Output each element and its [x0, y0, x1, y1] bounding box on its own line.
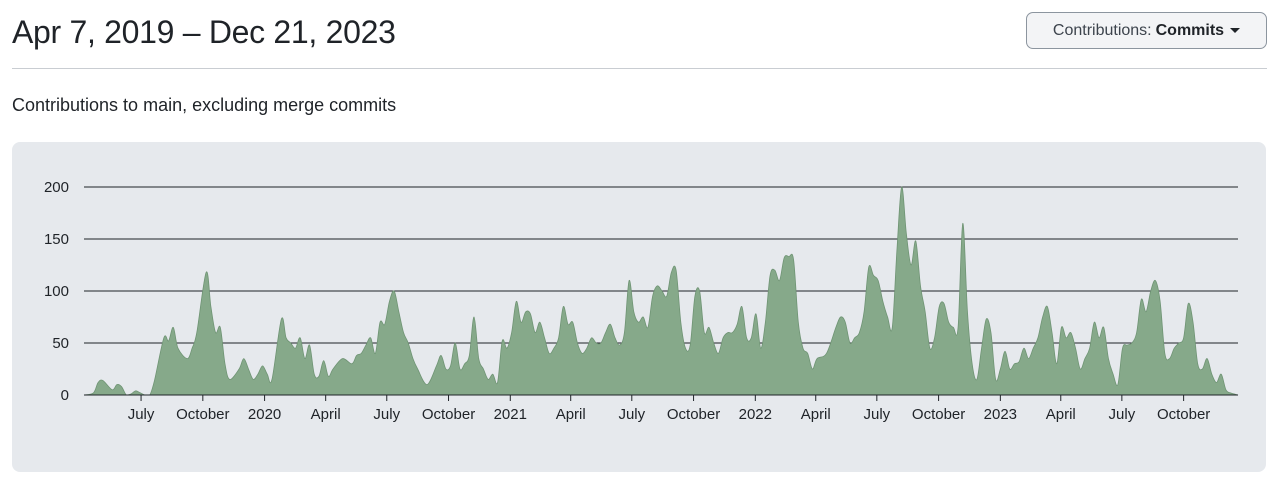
y-tick-label: 0 [61, 387, 69, 404]
x-tick-label: October [422, 406, 475, 423]
x-tick-label: October [176, 406, 229, 423]
contributions-type-dropdown[interactable]: Contributions: Commits [1026, 12, 1267, 49]
x-tick-label: April [1046, 406, 1076, 423]
y-tick-label: 50 [52, 335, 69, 352]
x-tick-label: October [912, 406, 965, 423]
x-tick-label: April [311, 406, 341, 423]
x-tick-label: July [373, 406, 400, 423]
x-tick-label: April [556, 406, 586, 423]
x-tick-label: October [667, 406, 720, 423]
area-series [83, 186, 1239, 396]
x-tick-label: July [1109, 406, 1136, 423]
x-tick-label: 2023 [984, 406, 1017, 423]
contributions-area-chart: 0 50 100 150 200 July October 2020 April July Oct… [44, 179, 1239, 423]
x-tick-label: July [863, 406, 890, 423]
y-tick-label: 100 [44, 283, 69, 300]
x-tick-label: 2021 [494, 406, 527, 423]
y-tick-label: 150 [44, 231, 69, 248]
x-tick-label: 2022 [739, 406, 772, 423]
x-tick-label: April [801, 406, 831, 423]
chart-subtitle: Contributions to main, excluding merge c… [12, 95, 397, 115]
y-axis-ticks: 0 50 100 150 200 [44, 179, 69, 404]
chart-panel: 0 50 100 150 200 July October 2020 April July Oct… [12, 142, 1266, 472]
date-range-title: Apr 7, 2019 – Dec 21, 2023 [12, 14, 396, 50]
area-series-path [83, 186, 1239, 396]
dropdown-label: Contributions: [1052, 21, 1152, 39]
x-tick-label: October [1157, 406, 1210, 423]
x-axis-ticks: July October 2020 April July October 2021 April… [128, 395, 1210, 423]
x-tick-label: July [618, 406, 645, 423]
x-tick-label: 2020 [248, 406, 281, 423]
page-header: Apr 7, 2019 – Dec 21, 2023 Contributions… [12, 0, 1267, 69]
caret-down-icon [1230, 28, 1241, 33]
dropdown-value: Commits [1155, 21, 1225, 39]
x-tick-label: July [128, 406, 155, 423]
y-tick-label: 200 [44, 179, 69, 196]
